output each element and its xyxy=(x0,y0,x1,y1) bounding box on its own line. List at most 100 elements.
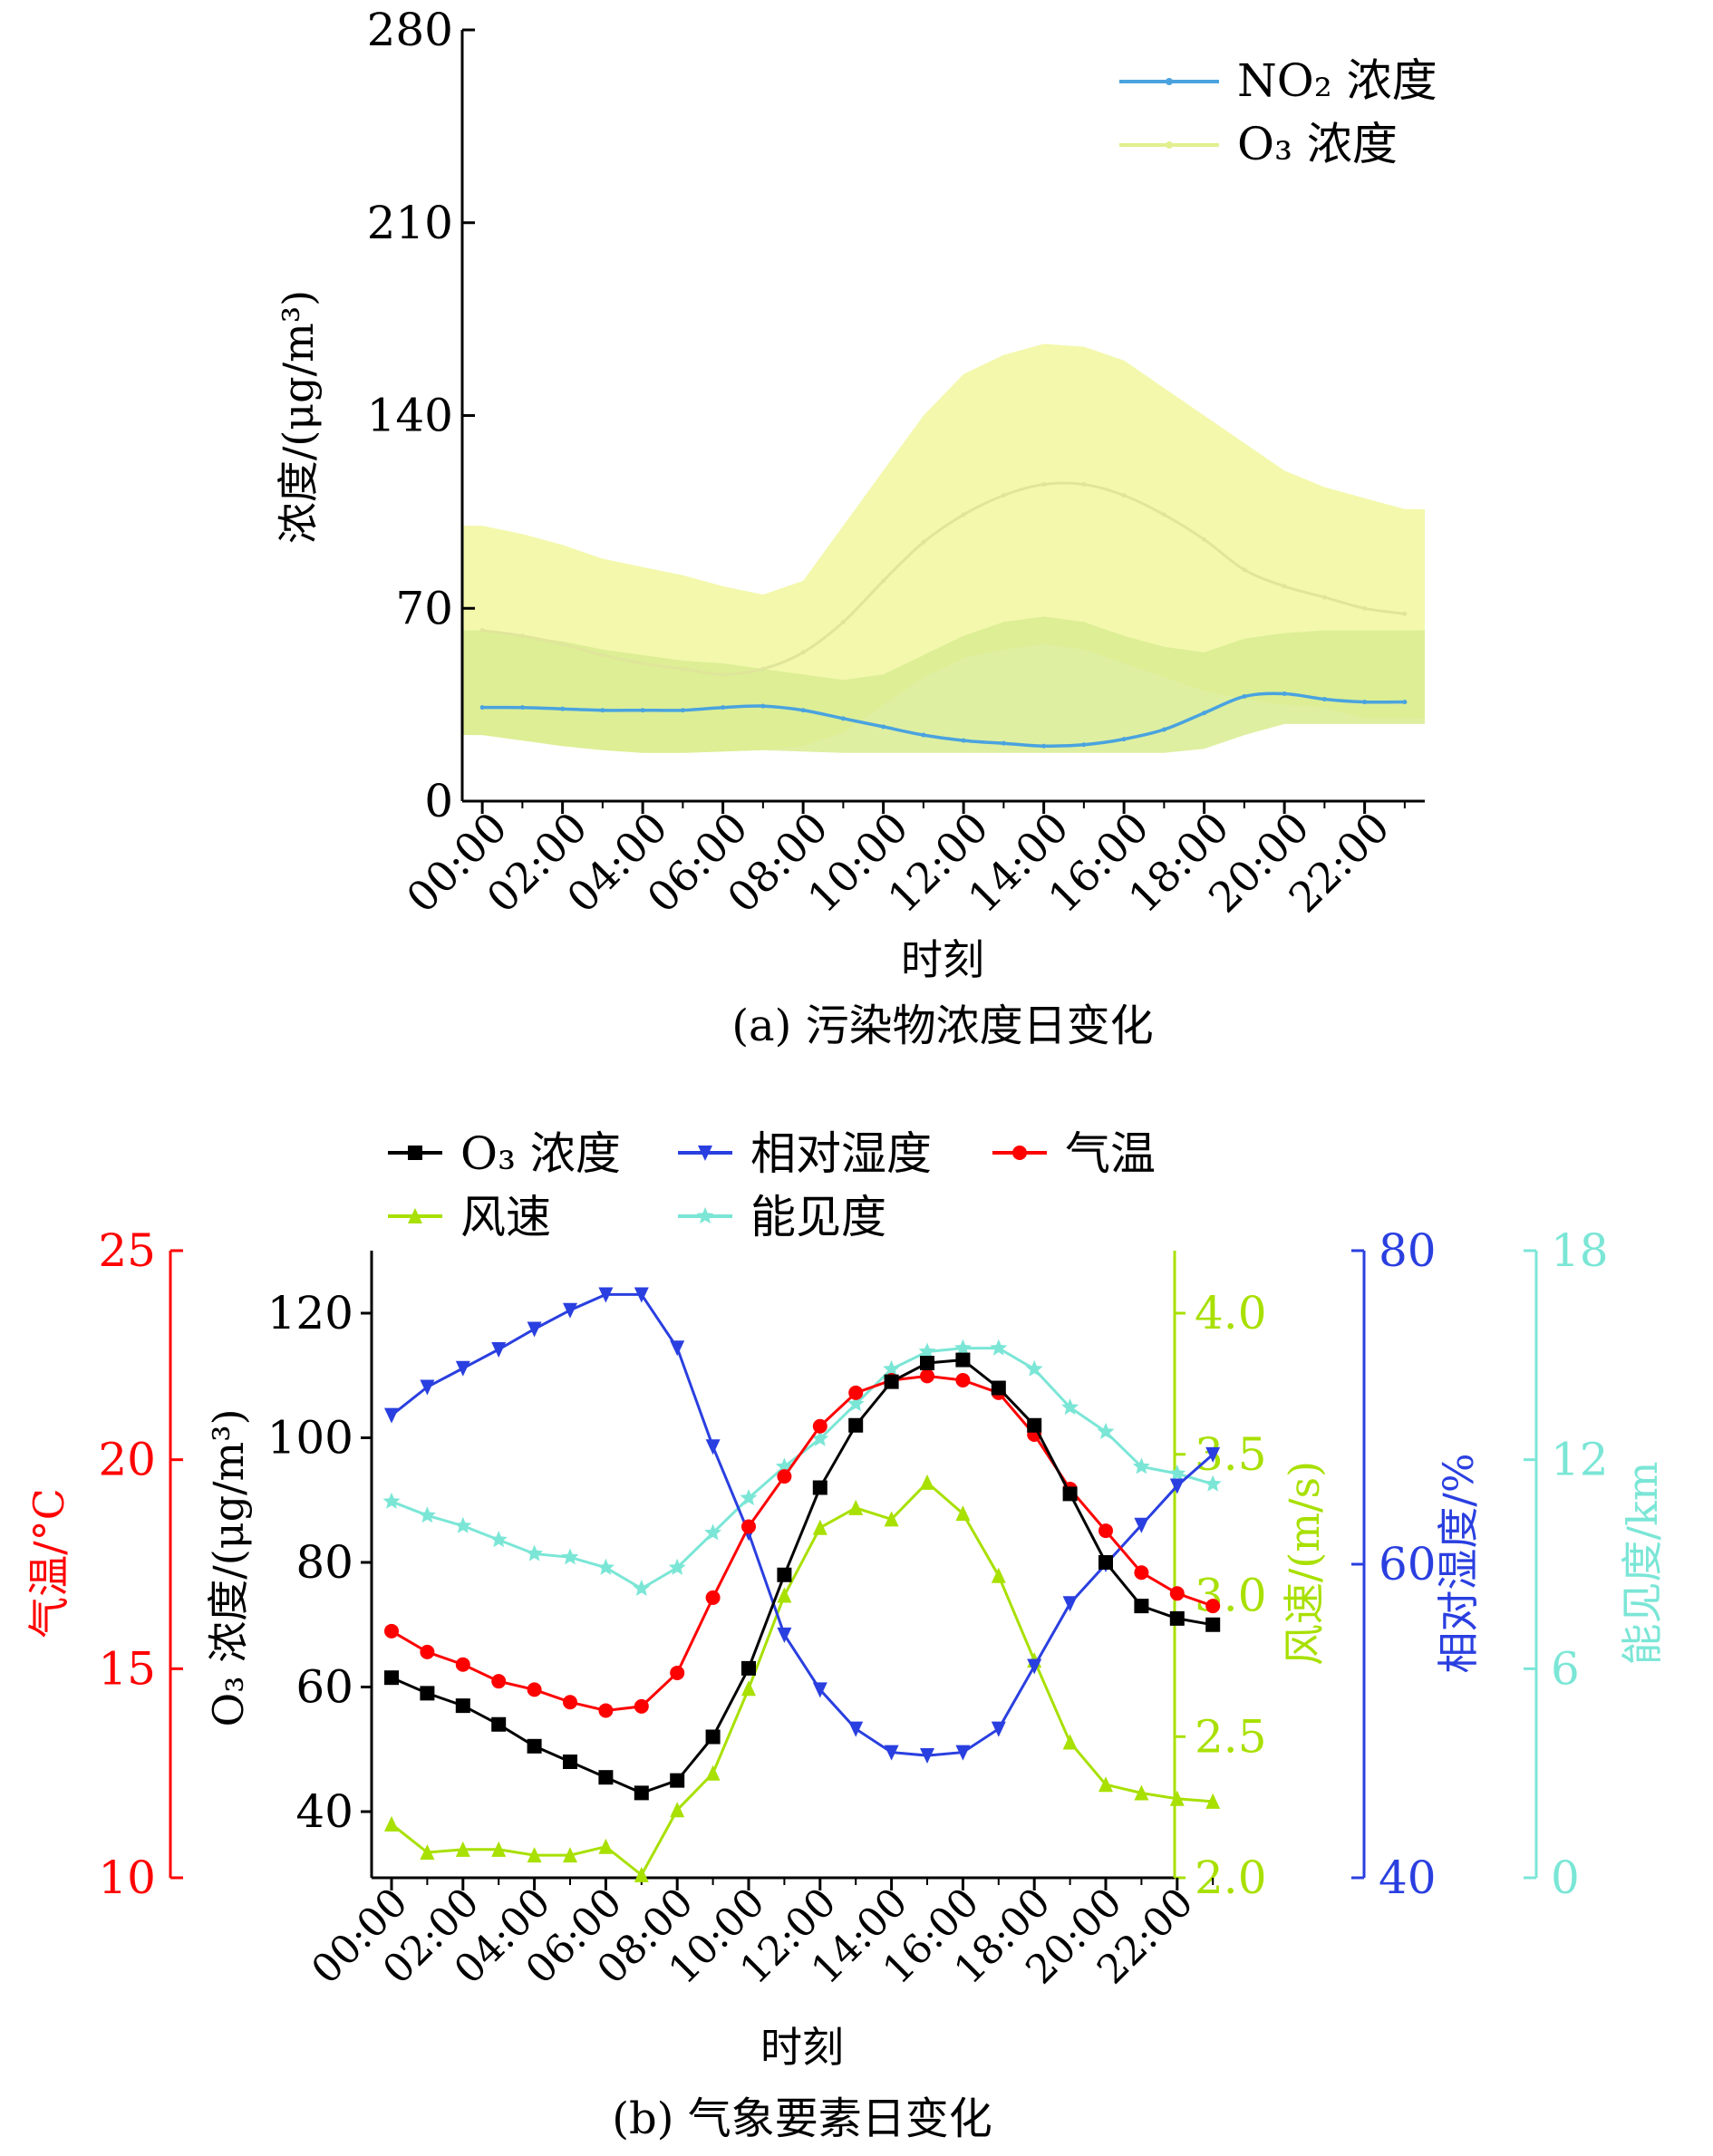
point-o-浓度 xyxy=(1062,1486,1078,1502)
point-no-浓度 xyxy=(881,724,886,730)
point-no-浓度 xyxy=(1321,697,1327,702)
point-相对湿度 xyxy=(634,1287,649,1303)
point-o-浓度 xyxy=(1282,584,1287,589)
point-相对湿度 xyxy=(1205,1446,1221,1463)
line-风速 xyxy=(391,1480,1214,1878)
point-o-浓度 xyxy=(955,1352,971,1368)
point-相对湿度 xyxy=(527,1321,542,1338)
point-o-浓度 xyxy=(420,1686,435,1701)
point-o-浓度 xyxy=(455,1698,470,1714)
panel-b-o3-tick-label: 120 xyxy=(267,1287,353,1339)
panel-b-temp-tick-label: 20 xyxy=(98,1434,156,1486)
point-气温 xyxy=(705,1590,721,1605)
point-能见度 xyxy=(596,1558,615,1575)
legend-label-o-浓度: O₃ 浓度 xyxy=(1237,118,1398,170)
point-o-浓度 xyxy=(600,653,605,658)
panel-a-ylabel: 浓度/(μg/m³) xyxy=(274,290,323,544)
point-风速 xyxy=(455,1841,470,1857)
panel-b-temp-axis-label: 气温/°C xyxy=(24,1488,73,1639)
point-no-浓度 xyxy=(1282,691,1287,696)
point-o-浓度 xyxy=(1362,605,1368,611)
point-气温 xyxy=(848,1385,864,1400)
point-能见度 xyxy=(489,1531,508,1548)
point-no-浓度 xyxy=(1001,740,1006,746)
panel-b-vis-tick-label: 12 xyxy=(1551,1434,1609,1486)
panel-a-y-tick-label: 70 xyxy=(395,582,453,634)
legend-marker-风速 xyxy=(408,1208,422,1223)
point-气温 xyxy=(741,1519,756,1534)
point-o-浓度 xyxy=(384,1670,399,1686)
point-o-浓度 xyxy=(920,1356,934,1370)
point-风速 xyxy=(955,1505,971,1522)
point-能见度 xyxy=(740,1489,758,1505)
point-相对湿度 xyxy=(455,1360,470,1377)
point-o-浓度 xyxy=(1202,537,1207,542)
point-风速 xyxy=(741,1680,756,1697)
panel-a-legend: NO₂ 浓度 O₃ 浓度 xyxy=(1119,54,1437,170)
point-相对湿度 xyxy=(705,1439,721,1455)
panel-b-wind-tick-label: 2.0 xyxy=(1195,1851,1267,1904)
point-no-浓度 xyxy=(680,708,685,713)
point-o-浓度 xyxy=(884,1374,899,1389)
legend-label-o-浓度: O₃ 浓度 xyxy=(460,1127,621,1180)
point-能见度 xyxy=(1061,1398,1079,1416)
point-no-浓度 xyxy=(519,705,525,711)
point-能见度 xyxy=(953,1339,972,1356)
point-气温 xyxy=(777,1469,792,1484)
panel-b-temp-tick-label: 15 xyxy=(98,1642,156,1695)
panel-b-rh-tick-label: 80 xyxy=(1379,1224,1437,1277)
panel-a: 07014021028000:0002:0004:0006:0008:0010:… xyxy=(274,4,1437,1051)
point-no-浓度 xyxy=(1362,700,1368,705)
point-气温 xyxy=(598,1703,614,1718)
legend-label-能见度: 能见度 xyxy=(750,1191,886,1243)
panel-b-vis-tick-label: 18 xyxy=(1551,1224,1609,1277)
point-相对湿度 xyxy=(812,1682,827,1698)
point-o-浓度 xyxy=(1134,1599,1149,1614)
point-o-浓度 xyxy=(705,1729,721,1745)
point-气温 xyxy=(491,1674,507,1689)
point-相对湿度 xyxy=(884,1745,899,1761)
point-气温 xyxy=(1169,1586,1185,1601)
point-o-浓度 xyxy=(1321,595,1327,600)
legend-marker-能见度 xyxy=(696,1207,714,1224)
point-相对湿度 xyxy=(955,1745,971,1761)
panel-b-vis-tick-label: 6 xyxy=(1551,1642,1580,1695)
legend-label-气温: 气温 xyxy=(1065,1127,1156,1180)
point-风速 xyxy=(1098,1776,1113,1793)
point-o-浓度 xyxy=(479,628,485,633)
point-相对湿度 xyxy=(1169,1478,1185,1494)
panel-b-o3-axis-label: O₃ 浓度/(μg/m³) xyxy=(204,1408,253,1726)
point-相对湿度 xyxy=(777,1627,792,1643)
point-风速 xyxy=(420,1843,435,1860)
point-能见度 xyxy=(382,1492,401,1509)
panel-a-y-tick-label: 140 xyxy=(367,390,453,442)
legend-label-no-浓度: NO₂ 浓度 xyxy=(1237,54,1437,107)
panel-b-rh-axis-label: 相对湿度/% xyxy=(1434,1453,1483,1673)
point-no-浓度 xyxy=(479,705,485,711)
point-no-浓度 xyxy=(1161,727,1166,732)
line-能见度 xyxy=(391,1347,1214,1590)
point-相对湿度 xyxy=(920,1748,934,1764)
legend-label-相对湿度: 相对湿度 xyxy=(750,1127,932,1180)
panel-a-y-tick-label: 280 xyxy=(367,4,453,56)
panel-b-rh-tick-label: 60 xyxy=(1379,1538,1437,1590)
point-no-浓度 xyxy=(1242,694,1247,700)
point-no-浓度 xyxy=(800,708,806,713)
point-风速 xyxy=(634,1866,649,1882)
panel-a-xlabel: 时刻 xyxy=(901,935,984,984)
point-风速 xyxy=(527,1847,542,1863)
point-o-浓度 xyxy=(680,666,685,672)
point-o-浓度 xyxy=(563,1755,577,1769)
point-o-浓度 xyxy=(491,1716,507,1732)
point-风速 xyxy=(1205,1793,1221,1809)
point-o-浓度 xyxy=(741,1660,756,1676)
point-相对湿度 xyxy=(991,1721,1006,1737)
point-o-浓度 xyxy=(1001,493,1006,498)
point-o-浓度 xyxy=(598,1770,614,1785)
point-o-浓度 xyxy=(560,642,566,647)
point-o-浓度 xyxy=(800,650,806,655)
point-o-浓度 xyxy=(1169,1610,1185,1626)
point-相对湿度 xyxy=(1134,1517,1149,1533)
point-能见度 xyxy=(1025,1359,1043,1377)
point-风速 xyxy=(848,1499,864,1515)
